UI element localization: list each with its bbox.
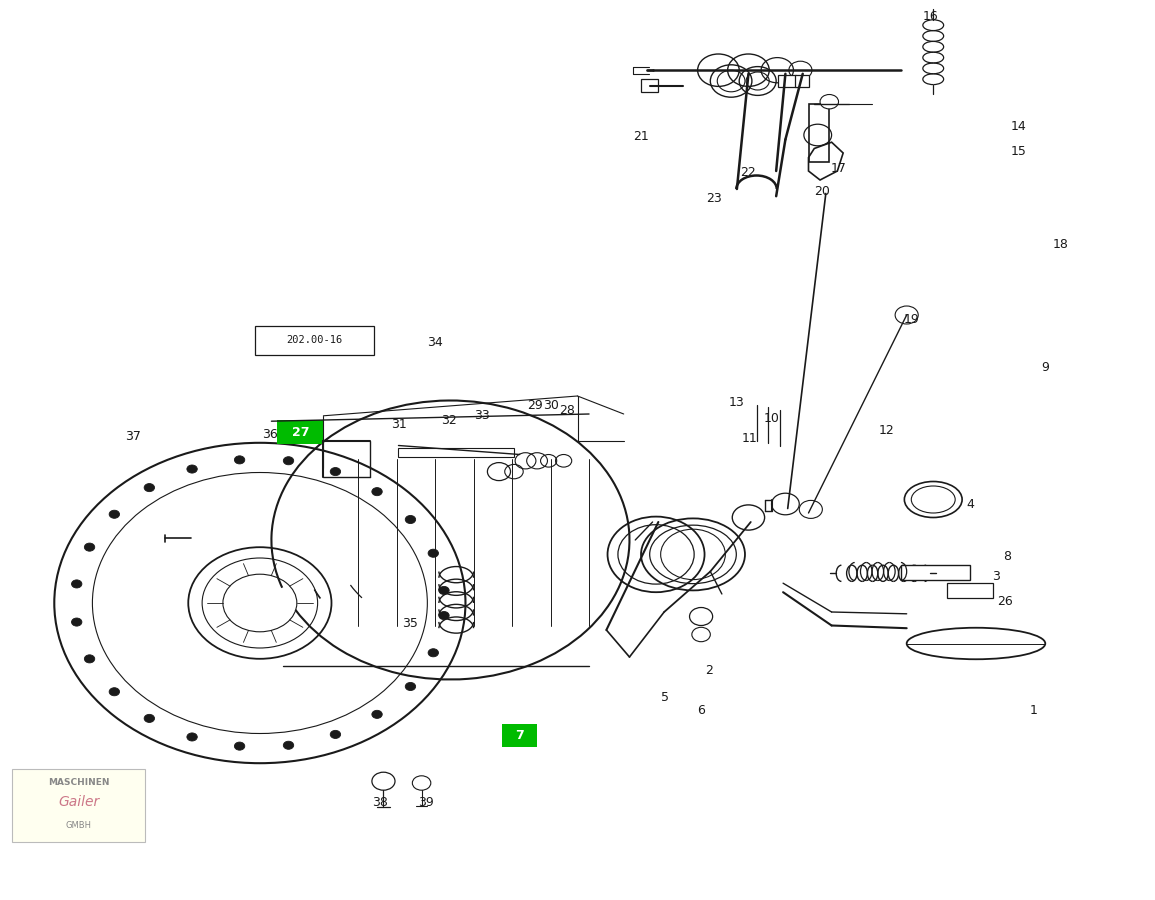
Text: 38: 38 <box>372 796 388 809</box>
Text: 35: 35 <box>402 617 418 630</box>
Text: 26: 26 <box>997 595 1013 608</box>
Circle shape <box>187 465 198 473</box>
Text: 39: 39 <box>418 796 434 809</box>
Text: 31: 31 <box>390 418 407 431</box>
Text: 14: 14 <box>1011 120 1027 132</box>
Circle shape <box>330 731 341 739</box>
Text: 4: 4 <box>967 498 974 510</box>
Bar <box>13 769 146 842</box>
Circle shape <box>283 456 293 464</box>
Circle shape <box>820 94 839 109</box>
Circle shape <box>84 655 95 663</box>
Text: 2: 2 <box>706 664 713 677</box>
Text: 8: 8 <box>1004 550 1011 562</box>
Circle shape <box>84 543 95 551</box>
Text: 30: 30 <box>543 400 559 412</box>
Text: 37: 37 <box>125 430 141 443</box>
Circle shape <box>439 587 449 595</box>
Circle shape <box>72 580 82 588</box>
Circle shape <box>429 549 439 557</box>
Circle shape <box>109 510 119 518</box>
Text: 36: 36 <box>262 428 278 441</box>
Bar <box>641 79 658 92</box>
Bar <box>255 326 374 355</box>
Text: 15: 15 <box>1011 145 1027 158</box>
Bar <box>277 420 323 444</box>
Text: 21: 21 <box>633 130 649 143</box>
Circle shape <box>234 742 245 751</box>
Text: 6: 6 <box>698 705 705 717</box>
Circle shape <box>144 715 155 723</box>
Circle shape <box>283 742 293 750</box>
Circle shape <box>439 611 449 619</box>
Text: 17: 17 <box>830 162 847 175</box>
Text: 16: 16 <box>923 10 939 22</box>
Ellipse shape <box>907 628 1045 659</box>
Circle shape <box>144 483 155 491</box>
Circle shape <box>187 733 198 741</box>
Text: GMBH: GMBH <box>66 821 91 830</box>
Text: 29: 29 <box>527 400 543 412</box>
Text: 10: 10 <box>763 412 780 425</box>
Text: 3: 3 <box>992 570 999 582</box>
Text: 7: 7 <box>515 729 524 742</box>
Text: MASCHINEN: MASCHINEN <box>47 778 110 787</box>
Bar <box>502 724 537 747</box>
Circle shape <box>405 682 416 690</box>
Bar <box>808 104 829 162</box>
Text: 20: 20 <box>814 185 830 198</box>
Bar <box>947 583 993 598</box>
Text: 13: 13 <box>729 396 745 409</box>
Text: 1: 1 <box>1030 705 1037 717</box>
Text: 32: 32 <box>441 414 457 427</box>
Text: 202.00-16: 202.00-16 <box>286 335 342 346</box>
Text: Gailer: Gailer <box>58 795 99 809</box>
Circle shape <box>109 688 119 696</box>
Text: 12: 12 <box>879 424 895 436</box>
Bar <box>398 448 514 457</box>
Text: 23: 23 <box>706 193 722 205</box>
Text: 9: 9 <box>1042 361 1049 374</box>
Circle shape <box>372 710 382 718</box>
Bar <box>901 565 970 580</box>
Text: 11: 11 <box>742 432 758 445</box>
Text: 22: 22 <box>740 166 757 179</box>
Circle shape <box>72 618 82 626</box>
Bar <box>778 75 796 87</box>
Text: 5: 5 <box>662 691 669 704</box>
Text: 33: 33 <box>474 410 490 422</box>
Circle shape <box>330 467 341 475</box>
Circle shape <box>405 516 416 524</box>
Circle shape <box>234 455 245 464</box>
Circle shape <box>372 488 382 496</box>
Text: 18: 18 <box>1052 238 1068 251</box>
Bar <box>795 75 808 87</box>
Text: 28: 28 <box>559 404 575 417</box>
Text: 34: 34 <box>427 336 444 348</box>
Text: 27: 27 <box>291 426 310 438</box>
Circle shape <box>429 649 439 657</box>
Ellipse shape <box>904 482 962 517</box>
Text: 19: 19 <box>903 313 919 326</box>
